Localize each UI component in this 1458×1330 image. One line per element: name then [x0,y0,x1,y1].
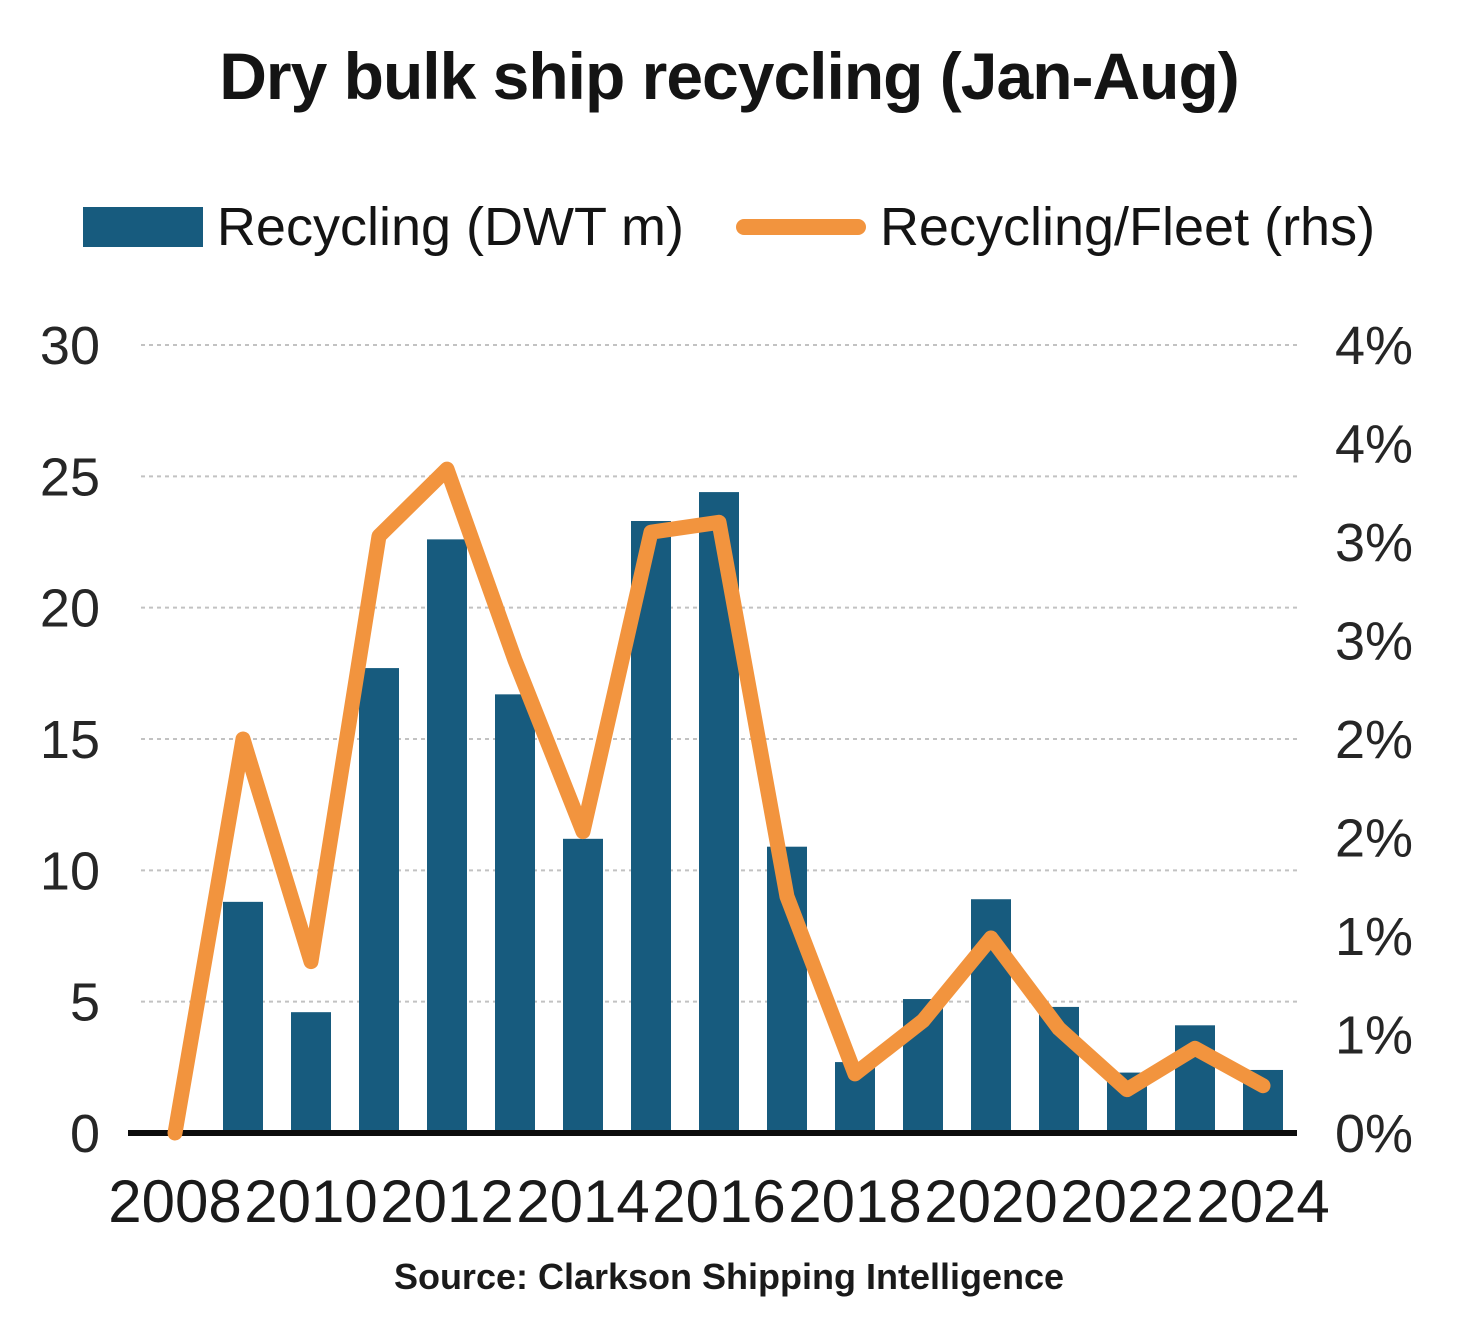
left-axis-label: 15 [40,710,100,770]
bar-2011 [359,668,399,1133]
bar-2013 [495,694,535,1133]
x-axis-label: 2020 [924,1168,1057,1235]
left-axis-label: 30 [40,316,100,376]
right-axis-label: 1% [1335,1006,1413,1066]
right-axis-label: 3% [1335,513,1413,573]
x-axis-label: 2014 [516,1168,649,1235]
right-axis-label: 2% [1335,809,1413,869]
chart-title: Dry bulk ship recycling (Jan-Aug) [219,39,1240,113]
x-axis-label: 2008 [108,1168,241,1235]
legend-item-recycling-fleet: Recycling/Fleet (rhs) [735,196,1376,258]
recycling-fleet-line [167,461,1271,1141]
bar-2012 [427,539,467,1133]
x-axis-label: 2016 [652,1168,785,1235]
left-axis-label: 25 [40,447,100,507]
bar-2010 [291,1012,331,1133]
right-axis-label: 4% [1335,316,1413,376]
legend-label-recycling: Recycling (DWT m) [216,197,684,257]
left-axis-label: 20 [40,579,100,639]
source-note: Source: Clarkson Shipping Intelligence [393,1256,1065,1297]
legend: Recycling (DWT m) Recycling/Fleet (rhs) [0,196,1458,258]
right-axis-label: 4% [1335,415,1413,475]
x-axis-label: 2018 [788,1168,921,1235]
legend-label-recycling-fleet: Recycling/Fleet (rhs) [879,197,1376,257]
right-axis-label: 0% [1335,1104,1413,1164]
bar-2009 [223,901,263,1133]
right-axis-label: 3% [1335,612,1413,672]
x-axis-label: 2010 [244,1168,377,1235]
x-axis-label: 2024 [1196,1168,1329,1235]
legend-line-swatch-icon [735,219,866,235]
legend-item-recycling: Recycling (DWT m) [82,196,684,258]
x-axis-label: 2012 [380,1168,513,1235]
left-axis-label: 10 [40,841,100,901]
right-axis-label: 2% [1335,710,1413,770]
left-axis-label: 5 [70,973,100,1033]
left-axis-label: 0 [70,1104,100,1164]
bar-2014 [563,838,603,1133]
right-axis-label: 1% [1335,907,1413,967]
legend-bar-swatch-icon [82,207,203,247]
x-axis-label: 2022 [1060,1168,1193,1235]
